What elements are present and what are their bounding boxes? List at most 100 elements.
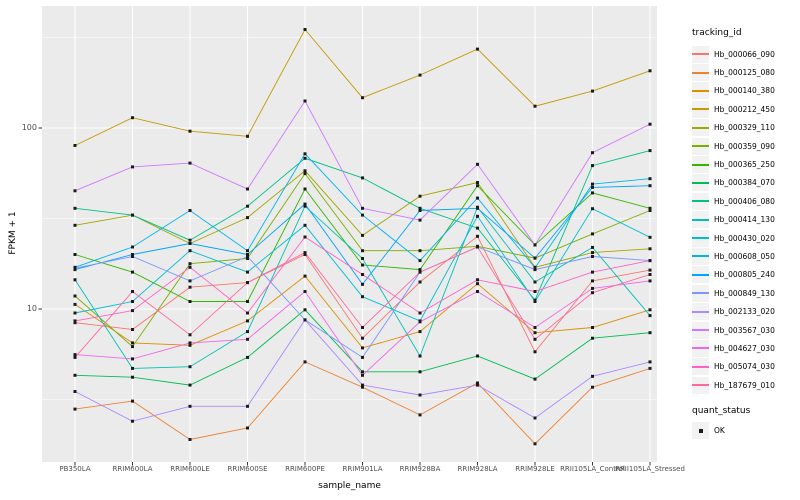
data-point xyxy=(246,319,249,323)
y-axis-title: FPKM + 1 xyxy=(8,211,18,255)
data-point xyxy=(246,300,249,303)
line-swatch-icon xyxy=(692,126,709,129)
data-point xyxy=(533,256,537,260)
data-point xyxy=(418,330,422,334)
quant-status-label: OK xyxy=(714,426,725,436)
y-tick-label: 10 xyxy=(26,304,37,313)
data-point xyxy=(303,156,307,160)
legend-key xyxy=(692,174,709,192)
data-point xyxy=(73,278,77,282)
x-tick-label: PB350LA xyxy=(59,465,91,473)
data-point xyxy=(591,182,594,186)
data-point xyxy=(361,355,364,359)
data-point xyxy=(476,162,479,166)
legend-key xyxy=(692,192,709,210)
legend-item-Hb_000414_130: Hb_000414_130 xyxy=(692,211,799,229)
data-point xyxy=(73,223,77,227)
x-axis-title: sample_name xyxy=(318,481,381,491)
data-point xyxy=(591,374,594,378)
data-point xyxy=(246,281,249,285)
legend-label: Hb_000849_130 xyxy=(714,288,775,298)
legend-label: Hb_000212_450 xyxy=(714,104,775,114)
data-point xyxy=(73,390,77,393)
x-tick-label: RRIM928LA xyxy=(457,465,498,473)
series-points-Hb_000384_070 xyxy=(73,308,652,387)
data-point xyxy=(533,331,537,335)
legend-label: Hb_000140_380 xyxy=(714,86,775,96)
data-point xyxy=(533,280,537,284)
data-point xyxy=(476,290,479,293)
series-points-Hb_187679_010 xyxy=(73,245,652,359)
data-point xyxy=(131,300,134,303)
legend-item-Hb_000066_090: Hb_000066_090 xyxy=(692,45,799,63)
data-point xyxy=(476,196,479,200)
legend-label: Hb_000365_250 xyxy=(714,160,775,170)
line-swatch-icon xyxy=(692,53,709,56)
legend-label: Hb_000430_020 xyxy=(714,233,775,243)
data-point xyxy=(188,438,192,441)
data-point xyxy=(476,181,479,184)
data-point xyxy=(246,426,249,430)
x-tick-label: RRIM600PE xyxy=(285,465,325,473)
data-point xyxy=(533,350,537,354)
data-point xyxy=(361,370,364,374)
legend-item-Hb_000430_020: Hb_000430_020 xyxy=(692,229,799,247)
data-point xyxy=(418,393,422,397)
line-swatch-icon xyxy=(692,200,709,203)
data-point xyxy=(303,290,307,293)
data-point xyxy=(303,172,307,176)
quant-status-item: OK xyxy=(692,421,799,440)
data-point xyxy=(188,285,192,289)
data-point xyxy=(246,253,249,256)
x-tick-label: RRIM600SE xyxy=(227,465,268,473)
legend-key xyxy=(692,45,709,63)
line-swatch-icon xyxy=(692,310,709,313)
x-tick-label: RRIM928BA xyxy=(399,465,441,473)
line-swatch-icon xyxy=(692,71,709,74)
quant-status-title: quant_status xyxy=(692,406,751,417)
data-point xyxy=(418,270,422,274)
legend-key xyxy=(692,376,709,394)
data-point xyxy=(303,28,307,31)
data-point xyxy=(303,204,307,208)
data-point xyxy=(246,404,249,408)
data-point xyxy=(73,206,77,210)
legend-label: Hb_000329_110 xyxy=(714,123,775,133)
x-tick-label: RRIM928LE xyxy=(515,465,555,473)
square-marker-icon xyxy=(698,428,703,433)
data-point xyxy=(73,189,77,193)
data-point xyxy=(246,255,249,258)
legend-label: Hb_000406_080 xyxy=(714,196,775,206)
data-point xyxy=(73,321,77,325)
legend-item-Hb_000125_080: Hb_000125_080 xyxy=(692,63,799,82)
data-point xyxy=(648,122,652,126)
x-tick-label: RRIM901LA xyxy=(342,465,383,473)
data-point xyxy=(73,144,77,147)
data-point xyxy=(648,360,652,364)
series-points-Hb_000212_450 xyxy=(73,28,652,147)
data-point xyxy=(418,320,422,324)
legend-key xyxy=(692,266,709,284)
data-point xyxy=(591,326,594,329)
legend-item-Hb_000365_250: Hb_000365_250 xyxy=(692,155,799,174)
data-point xyxy=(131,341,134,345)
legend-key xyxy=(692,247,709,265)
series-points-Hb_004627_030 xyxy=(73,279,652,377)
legend-key xyxy=(692,64,709,82)
data-point xyxy=(131,165,134,169)
data-point xyxy=(591,185,594,189)
data-point xyxy=(648,184,652,188)
data-point xyxy=(131,290,134,293)
data-point xyxy=(591,232,594,236)
series-points-Hb_003567_030 xyxy=(73,99,652,247)
data-point xyxy=(131,399,134,403)
data-point xyxy=(188,343,192,347)
data-point xyxy=(533,416,537,420)
data-point xyxy=(361,295,364,299)
data-point xyxy=(361,249,364,253)
data-point xyxy=(476,47,479,51)
data-point xyxy=(533,377,537,381)
data-point xyxy=(303,169,307,173)
data-point xyxy=(246,311,249,315)
